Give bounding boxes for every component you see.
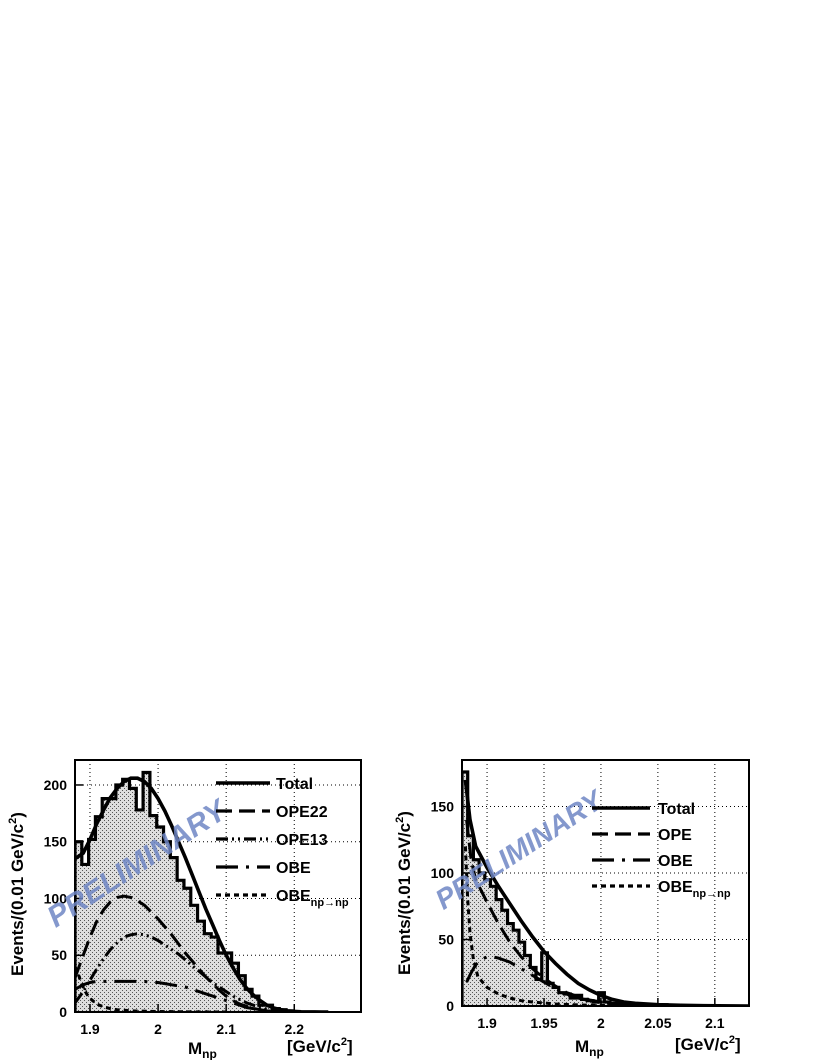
right-x-axis-unit: [GeV/c2] [675,1034,741,1054]
right-x-tick-label-0: 1.9 [477,1015,497,1031]
left-plot-frame [74,759,362,1013]
left-x-tick-label-3: 2.2 [285,1021,305,1037]
right-x-tick-label-3: 2.05 [644,1015,671,1031]
right-legend-label-3: OBEnp→np [658,879,731,900]
left-legend-label-2: OPE13 [276,832,328,849]
right-watermark: PRELIMINARY [430,783,610,915]
right-x-tick-label-1: 1.95 [530,1015,557,1031]
left-legend-label-3: OBE [276,860,311,877]
left-x-tick-label-2: 2.1 [216,1021,236,1037]
right-y-tick-label-0: 0 [446,998,454,1014]
left-legend: Total OPE22 OPE13 OBE OBEnp→np [216,776,349,909]
left-y-tick-label-2: 100 [44,890,68,906]
left-y-tick-label-3: 150 [44,834,68,850]
right-x-axis-title: Mnp [575,1037,604,1059]
left-histogram-fill [75,772,300,1012]
left-y-axis-title: Events/(0.01 GeV/c2) [7,812,27,976]
right-y-axis-title: Events/(0.01 GeV/c2) [394,811,414,975]
left-x-axis-title: Mnp [188,1039,217,1060]
right-legend-label-2: OBE [658,853,693,870]
right-curve-ope [465,819,658,1006]
left-legend-label-4: OBEnp→np [276,888,349,909]
left-y-tick-label-1: 50 [51,947,67,963]
left-x-ticks: 1.9 2 2.1 2.2 [80,1004,304,1037]
right-y-tick-label-2: 100 [431,865,455,881]
left-curve-obe [75,979,295,1012]
left-y-ticks: 0 50 100 150 200 [44,777,83,1020]
right-legend-label-1: OPE [658,827,692,844]
right-x-tick-label-2: 2 [597,1015,605,1031]
left-legend-label-1: OPE22 [276,804,328,821]
right-y-tick-label-1: 50 [438,932,454,948]
right-legend: Total OPE OBE OBEnp→np [592,801,731,900]
left-y-tick-label-4: 200 [44,777,68,793]
right-curves [463,779,749,1006]
left-x-tick-label-0: 1.9 [80,1021,100,1037]
right-plot-frame [461,759,750,1007]
right-x-ticks: 1.9 1.95 2 2.05 2.1 [477,998,725,1031]
left-x-tick-label-1: 2 [154,1021,162,1037]
right-histogram-fill [462,771,679,1006]
right-legend-label-0: Total [658,801,695,818]
left-x-axis-unit: [GeV/c2] [287,1036,353,1056]
right-panel: 1.9 1.95 2 2.05 2.1 0 50 100 150 PRELIMINARY To… [394,759,750,1059]
right-x-tick-label-4: 2.1 [705,1015,725,1031]
right-y-ticks: 0 50 100 150 [431,799,470,1014]
left-curve-ope13 [75,932,295,1012]
right-curve-obe-np-np [463,846,658,1006]
right-y-tick-label-3: 150 [431,799,455,815]
left-y-tick-label-0: 0 [59,1004,67,1020]
left-legend-label-0: Total [276,776,313,793]
